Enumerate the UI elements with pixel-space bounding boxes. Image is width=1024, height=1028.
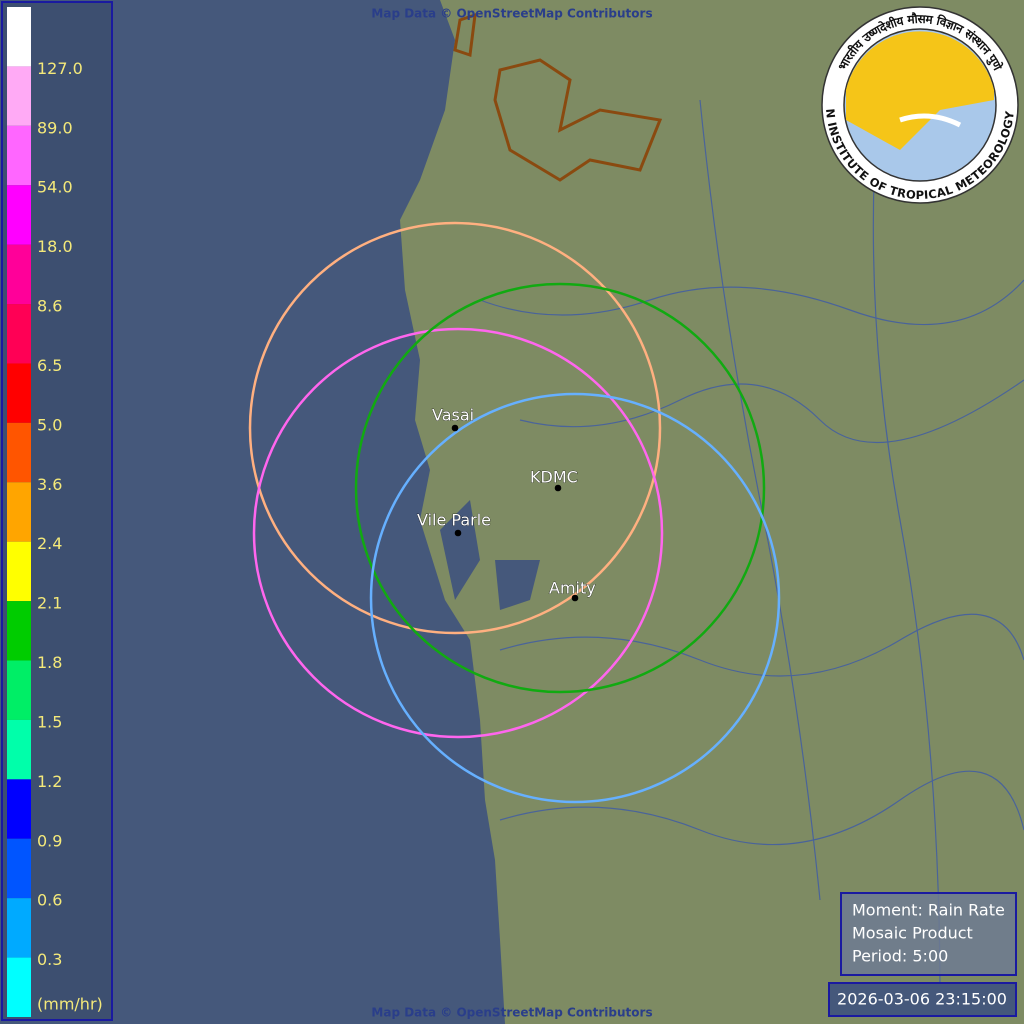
timestamp-box <box>828 982 1017 1017</box>
legend-swatch <box>7 541 31 602</box>
info-product: Mosaic Product <box>852 924 973 943</box>
info-moment: Moment: Rain Rate <box>852 901 1005 920</box>
legend-unit: (mm/hr) <box>37 995 103 1014</box>
legend-label: 0.9 <box>37 831 62 850</box>
legend-swatch <box>7 957 31 1017</box>
legend-label: 1.5 <box>37 712 62 731</box>
station-label: Vile Parle <box>417 511 491 530</box>
legend-label: 3.6 <box>37 475 62 494</box>
info-period: Period: 5:00 <box>852 947 948 966</box>
legend-label: 0.6 <box>37 891 62 910</box>
district-boundary <box>453 12 663 182</box>
radar-range <box>248 221 662 635</box>
station-dot <box>454 529 462 537</box>
timestamp: 2026-03-06 23:15:00 <box>837 990 1007 1009</box>
legend: 127.0 89.0 54.0 18.0 8.6 6.5 5.0 3.6 2.4 2.1 1.8 1.… <box>7 7 83 1017</box>
legend-label: 1.8 <box>37 653 62 672</box>
legend-swatch <box>7 719 31 780</box>
rivers <box>479 79 1024 1001</box>
legend-label: 8.6 <box>37 297 62 316</box>
legend-swatch <box>7 779 31 839</box>
radar-range <box>252 327 664 739</box>
legend-label: 18.0 <box>37 237 73 256</box>
legend-swatch <box>7 898 31 958</box>
legend-label: 2.4 <box>37 534 62 553</box>
legend-label: 2.1 <box>37 594 62 613</box>
legend-label: 127.0 <box>37 59 83 78</box>
legend-label: 54.0 <box>37 178 73 197</box>
legend-swatch <box>7 838 31 899</box>
land <box>400 0 1024 1024</box>
legend-label: 1.2 <box>37 772 62 791</box>
creek <box>440 500 540 610</box>
legend-swatch <box>7 601 31 661</box>
legend-label: 5.0 <box>37 415 62 434</box>
radar-range <box>369 392 781 804</box>
legend-swatch <box>7 482 31 542</box>
info-box <box>840 892 1017 976</box>
radar-range <box>354 282 766 694</box>
legend-label: 0.3 <box>37 950 62 969</box>
legend-swatch <box>7 125 31 186</box>
legend-swatch <box>7 422 31 483</box>
station-label: Amity <box>549 579 596 598</box>
attribution: Map Data © OpenStreetMap Contributors <box>371 1006 652 1020</box>
station-dot <box>451 424 459 432</box>
legend-swatch <box>7 363 31 423</box>
legend-label: 89.0 <box>37 118 73 137</box>
station-dot <box>554 484 562 492</box>
attribution: Map Data © OpenStreetMap Contributors <box>371 7 652 21</box>
station-label: KDMC <box>530 468 578 487</box>
legend-label: 6.5 <box>37 356 62 375</box>
legend-swatch <box>7 244 31 305</box>
legend-swatch <box>7 66 31 126</box>
legend-swatch <box>7 660 31 720</box>
station-dot <box>571 594 579 602</box>
legend-swatch <box>7 185 31 245</box>
legend-swatch <box>7 304 31 364</box>
station-label: Vasai <box>432 406 474 425</box>
legend-swatch <box>7 7 31 67</box>
